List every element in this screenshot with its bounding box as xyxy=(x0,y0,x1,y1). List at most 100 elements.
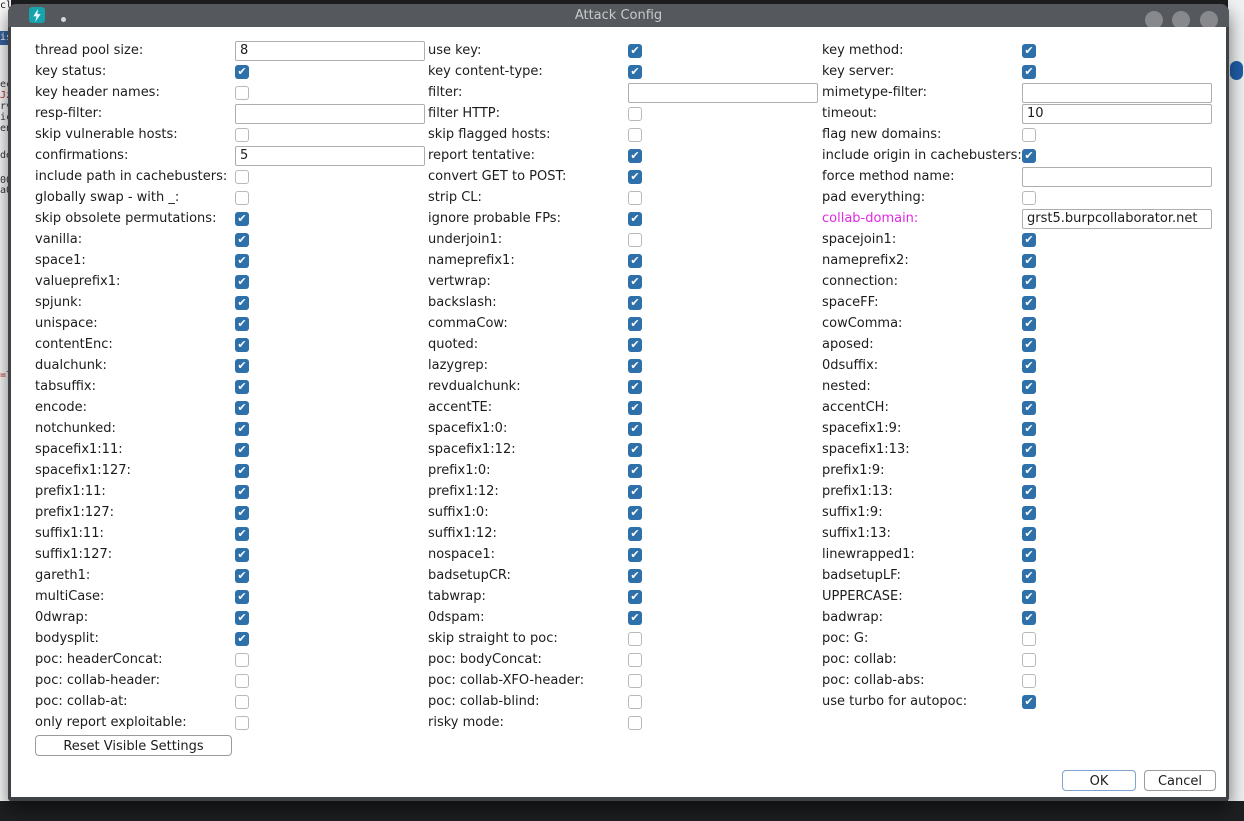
checkbox-convert-get-to-post[interactable]: ✔ xyxy=(628,169,642,184)
checkbox-suffix1-13[interactable]: ✔ xyxy=(1022,526,1036,541)
checkbox-notchunked[interactable]: ✔ xyxy=(235,421,249,436)
checkbox-ignore-probable-fps[interactable]: ✔ xyxy=(628,211,642,226)
checkbox-pad-everything[interactable] xyxy=(1022,190,1036,205)
checkbox-tabsuffix[interactable]: ✔ xyxy=(235,379,249,394)
checkbox-poc-headerconcat[interactable] xyxy=(235,652,249,667)
checkbox-connection[interactable]: ✔ xyxy=(1022,274,1036,289)
checkbox-0dsuffix[interactable]: ✔ xyxy=(1022,358,1036,373)
checkbox-uppercase[interactable]: ✔ xyxy=(1022,589,1036,604)
input-resp-filter[interactable] xyxy=(235,103,425,124)
checkbox-suffix1-12[interactable]: ✔ xyxy=(628,526,642,541)
checkbox-linewrapped1[interactable]: ✔ xyxy=(1022,547,1036,562)
checkbox-aposed[interactable]: ✔ xyxy=(1022,337,1036,352)
checkbox-suffix1-0[interactable]: ✔ xyxy=(628,505,642,520)
checkbox-spacefix1-127[interactable]: ✔ xyxy=(235,463,249,478)
checkbox-prefix1-9[interactable]: ✔ xyxy=(1022,463,1036,478)
checkbox-encode[interactable]: ✔ xyxy=(235,400,249,415)
minimize-button[interactable] xyxy=(1145,11,1163,29)
checkbox-report-tentative[interactable]: ✔ xyxy=(628,148,642,163)
checkbox-poc-g[interactable] xyxy=(1022,631,1036,646)
checkbox-skip-vulnerable-hosts[interactable] xyxy=(235,127,249,142)
checkbox-spaceff[interactable]: ✔ xyxy=(1022,295,1036,310)
checkbox-poc-collab-xfo-header[interactable] xyxy=(628,673,642,688)
checkbox-accentch[interactable]: ✔ xyxy=(1022,400,1036,415)
input-filter[interactable] xyxy=(628,82,818,103)
checkbox-prefix1-13[interactable]: ✔ xyxy=(1022,484,1036,499)
checkbox-badwrap[interactable]: ✔ xyxy=(1022,610,1036,625)
ok-button[interactable]: OK xyxy=(1062,770,1136,791)
checkbox-skip-flagged-hosts[interactable] xyxy=(628,127,642,142)
input-force-method-name[interactable] xyxy=(1022,166,1212,187)
checkbox-key-content-type[interactable]: ✔ xyxy=(628,64,642,79)
checkbox-0dwrap[interactable]: ✔ xyxy=(235,610,249,625)
checkbox-underjoin1[interactable] xyxy=(628,232,642,247)
checkbox-prefix1-0[interactable]: ✔ xyxy=(628,463,642,478)
checkbox-quoted[interactable]: ✔ xyxy=(628,337,642,352)
checkbox-include-origin-in-cachebusters[interactable]: ✔ xyxy=(1022,148,1036,163)
checkbox-space1[interactable]: ✔ xyxy=(235,253,249,268)
input-timeout[interactable] xyxy=(1022,103,1212,124)
checkbox-dualchunk[interactable]: ✔ xyxy=(235,358,249,373)
checkbox-skip-obsolete-permutations[interactable]: ✔ xyxy=(235,211,249,226)
checkbox-spjunk[interactable]: ✔ xyxy=(235,295,249,310)
checkbox-prefix1-127[interactable]: ✔ xyxy=(235,505,249,520)
checkbox-suffix1-127[interactable]: ✔ xyxy=(235,547,249,562)
checkbox-multicase[interactable]: ✔ xyxy=(235,589,249,604)
checkbox-spacefix1-12[interactable]: ✔ xyxy=(628,442,642,457)
checkbox-skip-straight-to-poc[interactable] xyxy=(628,631,642,646)
checkbox-spacefix1-13[interactable]: ✔ xyxy=(1022,442,1036,457)
checkbox-include-path-in-cachebusters[interactable] xyxy=(235,169,249,184)
checkbox-poc-bodyconcat[interactable] xyxy=(628,652,642,667)
checkbox-prefix1-11[interactable]: ✔ xyxy=(235,484,249,499)
input-confirmations[interactable] xyxy=(235,145,425,166)
input-collab-domain[interactable] xyxy=(1022,208,1212,229)
checkbox-poc-collab[interactable] xyxy=(1022,652,1036,667)
checkbox-badsetuplf[interactable]: ✔ xyxy=(1022,568,1036,583)
reset-visible-settings-button[interactable]: Reset Visible Settings xyxy=(35,735,232,756)
checkbox-spacefix1-0[interactable]: ✔ xyxy=(628,421,642,436)
checkbox-accentte[interactable]: ✔ xyxy=(628,400,642,415)
checkbox-revdualchunk[interactable]: ✔ xyxy=(628,379,642,394)
checkbox-key-status[interactable]: ✔ xyxy=(235,64,249,79)
checkbox-prefix1-12[interactable]: ✔ xyxy=(628,484,642,499)
checkbox-poc-collab-at[interactable] xyxy=(235,694,249,709)
checkbox-filter-http[interactable] xyxy=(628,106,642,121)
checkbox-0dspam[interactable]: ✔ xyxy=(628,610,642,625)
input-thread-pool-size[interactable] xyxy=(235,40,425,61)
checkbox-lazygrep[interactable]: ✔ xyxy=(628,358,642,373)
checkbox-flag-new-domains[interactable] xyxy=(1022,127,1036,142)
checkbox-spacefix1-9[interactable]: ✔ xyxy=(1022,421,1036,436)
checkbox-poc-collab-blind[interactable] xyxy=(628,694,642,709)
checkbox-cowcomma[interactable]: ✔ xyxy=(1022,316,1036,331)
checkbox-valueprefix1[interactable]: ✔ xyxy=(235,274,249,289)
checkbox-poc-collab-header[interactable] xyxy=(235,673,249,688)
checkbox-key-server[interactable]: ✔ xyxy=(1022,64,1036,79)
checkbox-use-turbo-for-autopoc[interactable]: ✔ xyxy=(1022,694,1036,709)
checkbox-risky-mode[interactable] xyxy=(628,715,642,730)
checkbox-key-method[interactable]: ✔ xyxy=(1022,43,1036,58)
checkbox-key-header-names[interactable] xyxy=(235,85,249,100)
checkbox-unispace[interactable]: ✔ xyxy=(235,316,249,331)
checkbox-badsetupcr[interactable]: ✔ xyxy=(628,568,642,583)
checkbox-commacow[interactable]: ✔ xyxy=(628,316,642,331)
checkbox-nameprefix2[interactable]: ✔ xyxy=(1022,253,1036,268)
checkbox-globally-swap-with[interactable] xyxy=(235,190,249,205)
checkbox-spacejoin1[interactable]: ✔ xyxy=(1022,232,1036,247)
checkbox-vertwrap[interactable]: ✔ xyxy=(628,274,642,289)
input-mimetype-filter[interactable] xyxy=(1022,82,1212,103)
checkbox-only-report-exploitable[interactable] xyxy=(235,715,249,730)
checkbox-suffix1-9[interactable]: ✔ xyxy=(1022,505,1036,520)
checkbox-nospace1[interactable]: ✔ xyxy=(628,547,642,562)
checkbox-suffix1-11[interactable]: ✔ xyxy=(235,526,249,541)
checkbox-strip-cl[interactable] xyxy=(628,190,642,205)
checkbox-bodysplit[interactable]: ✔ xyxy=(235,631,249,646)
checkbox-vanilla[interactable]: ✔ xyxy=(235,232,249,247)
checkbox-backslash[interactable]: ✔ xyxy=(628,295,642,310)
checkbox-gareth1[interactable]: ✔ xyxy=(235,568,249,583)
checkbox-spacefix1-11[interactable]: ✔ xyxy=(235,442,249,457)
close-button[interactable] xyxy=(1200,11,1218,29)
checkbox-nested[interactable]: ✔ xyxy=(1022,379,1036,394)
checkbox-poc-collab-abs[interactable] xyxy=(1022,673,1036,688)
dialog-titlebar[interactable]: Attack Config xyxy=(8,4,1229,29)
checkbox-nameprefix1[interactable]: ✔ xyxy=(628,253,642,268)
